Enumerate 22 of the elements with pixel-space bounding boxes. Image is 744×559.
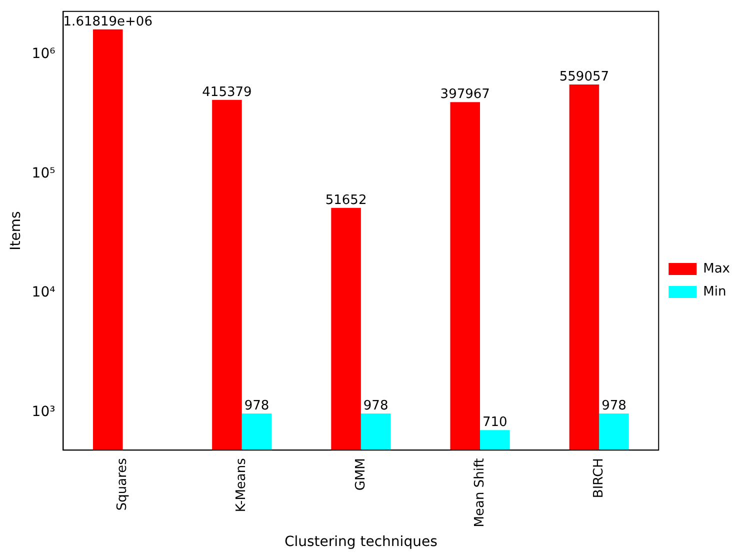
- x-tick-label: BIRCH: [591, 458, 606, 498]
- data-label: 1.61819e+06: [63, 14, 152, 30]
- x-axis-title: Clustering techniques: [284, 534, 438, 550]
- y-axis-title: Items: [8, 211, 24, 250]
- x-tick-label: Mean Shift: [472, 458, 488, 528]
- data-label: 978: [244, 398, 270, 414]
- y-tick-label: 10⁴: [32, 284, 56, 301]
- y-tick-label: 10⁵: [32, 165, 56, 182]
- data-label: 415379: [202, 84, 252, 100]
- x-tick-label: K-Means: [234, 458, 250, 512]
- x-tick-label: Squares: [115, 458, 130, 511]
- legend-label: Max: [703, 261, 730, 276]
- data-label: 978: [602, 398, 626, 414]
- legend-label: Min: [703, 284, 726, 300]
- data-label: 559057: [559, 69, 610, 84]
- y-tick-label: 10⁶: [32, 46, 56, 62]
- y-tick-label: 10³: [32, 404, 56, 420]
- data-label: 710: [482, 415, 508, 430]
- data-label: 51652: [325, 192, 367, 208]
- data-label: 397967: [440, 86, 490, 102]
- x-tick-label: GMM: [353, 458, 368, 491]
- data-label: 978: [363, 398, 388, 414]
